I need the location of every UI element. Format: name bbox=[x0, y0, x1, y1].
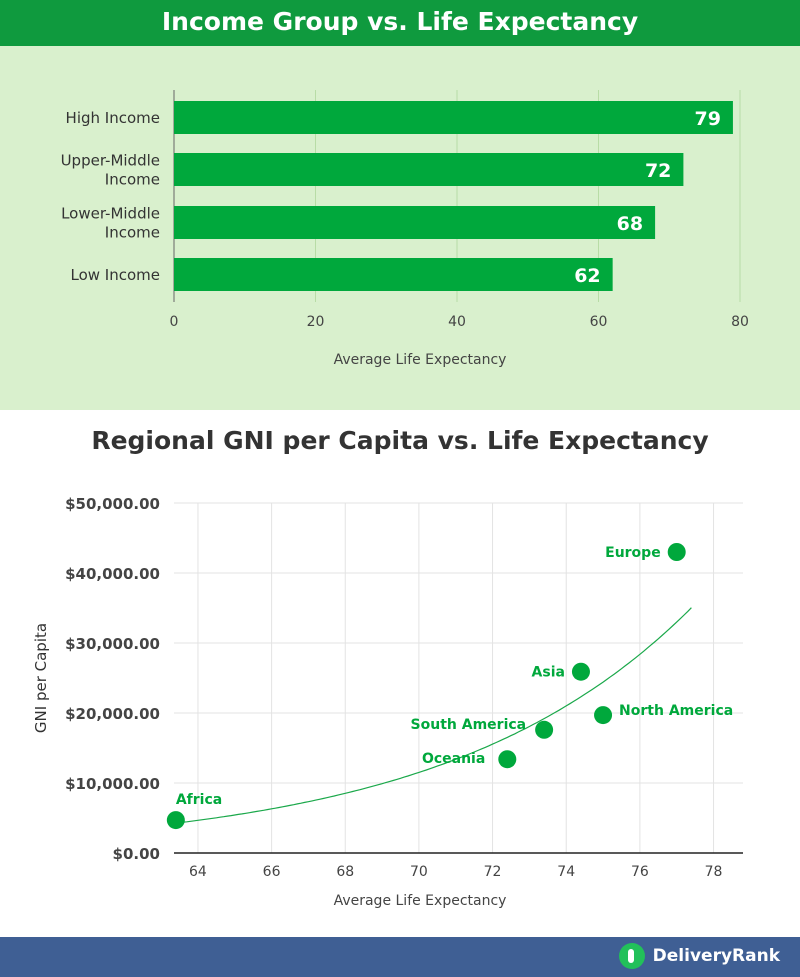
brand-logo: DeliveryRank bbox=[618, 943, 780, 969]
category-label: Income bbox=[105, 171, 160, 189]
brand-name: DeliveryRank bbox=[652, 946, 780, 966]
category-label: High Income bbox=[66, 109, 160, 127]
y-axis-title: GNI per Capita bbox=[32, 623, 50, 733]
point-label: North America bbox=[619, 703, 733, 719]
y-tick-label: $30,000.00 bbox=[65, 635, 160, 653]
x-tick-label: 68 bbox=[336, 864, 354, 880]
category-label: Upper-Middle bbox=[61, 152, 160, 170]
data-point bbox=[498, 750, 517, 769]
data-point bbox=[594, 706, 613, 725]
data-point bbox=[535, 720, 554, 739]
scatter-chart-title: Regional GNI per Capita vs. Life Expecta… bbox=[91, 426, 709, 455]
data-point bbox=[166, 811, 185, 830]
point-label: Oceania bbox=[422, 751, 485, 767]
category-label: Low Income bbox=[70, 266, 160, 284]
y-tick-label: $40,000.00 bbox=[65, 565, 160, 583]
footer: DeliveryRank bbox=[0, 937, 800, 977]
point-label: Africa bbox=[176, 792, 222, 808]
y-tick-label: $10,000.00 bbox=[65, 775, 160, 793]
bar-data-label: 79 bbox=[694, 108, 720, 130]
bar bbox=[174, 153, 684, 186]
y-tick-label: $20,000.00 bbox=[65, 705, 160, 723]
data-point bbox=[571, 662, 590, 681]
x-tick-label: 80 bbox=[731, 314, 749, 330]
x-tick-label: 66 bbox=[263, 864, 281, 880]
x-axis-title: Average Life Expectancy bbox=[334, 893, 507, 909]
x-tick-label: 72 bbox=[484, 864, 502, 880]
category-label: Lower-Middle bbox=[61, 205, 160, 223]
category-label: Income bbox=[105, 224, 160, 242]
bar-data-label: 72 bbox=[645, 160, 671, 182]
x-tick-label: 20 bbox=[307, 314, 325, 330]
bar bbox=[174, 258, 613, 291]
scatter-chart: $0.00 $10,000.00 $20,000.00 $30,000.00 $40,0… bbox=[32, 495, 743, 909]
x-axis-title: Average Life Expectancy bbox=[334, 352, 507, 368]
bar bbox=[174, 206, 656, 239]
x-tick-label: 76 bbox=[631, 864, 649, 880]
point-label: Europe bbox=[605, 545, 661, 561]
x-tick-label: 0 bbox=[170, 314, 179, 330]
bar-data-label: 62 bbox=[574, 265, 600, 287]
x-tick-label: 40 bbox=[448, 314, 466, 330]
x-tick-label: 60 bbox=[590, 314, 608, 330]
x-tick-label: 74 bbox=[557, 864, 575, 880]
x-tick-label: 64 bbox=[189, 864, 207, 880]
bar-data-label: 68 bbox=[617, 213, 643, 235]
trendline bbox=[172, 607, 692, 825]
y-tick-label: $0.00 bbox=[113, 845, 160, 863]
data-point bbox=[667, 543, 686, 561]
y-tick-label: $50,000.00 bbox=[65, 495, 160, 513]
point-label: Asia bbox=[532, 665, 565, 681]
bar bbox=[174, 101, 733, 134]
x-tick-label: 70 bbox=[410, 864, 428, 880]
bar-chart-title: Income Group vs. Life Expectancy bbox=[0, 0, 800, 46]
point-label: South America bbox=[411, 717, 527, 733]
x-tick-label: 78 bbox=[705, 864, 723, 880]
fork-spoon-icon bbox=[618, 943, 645, 969]
